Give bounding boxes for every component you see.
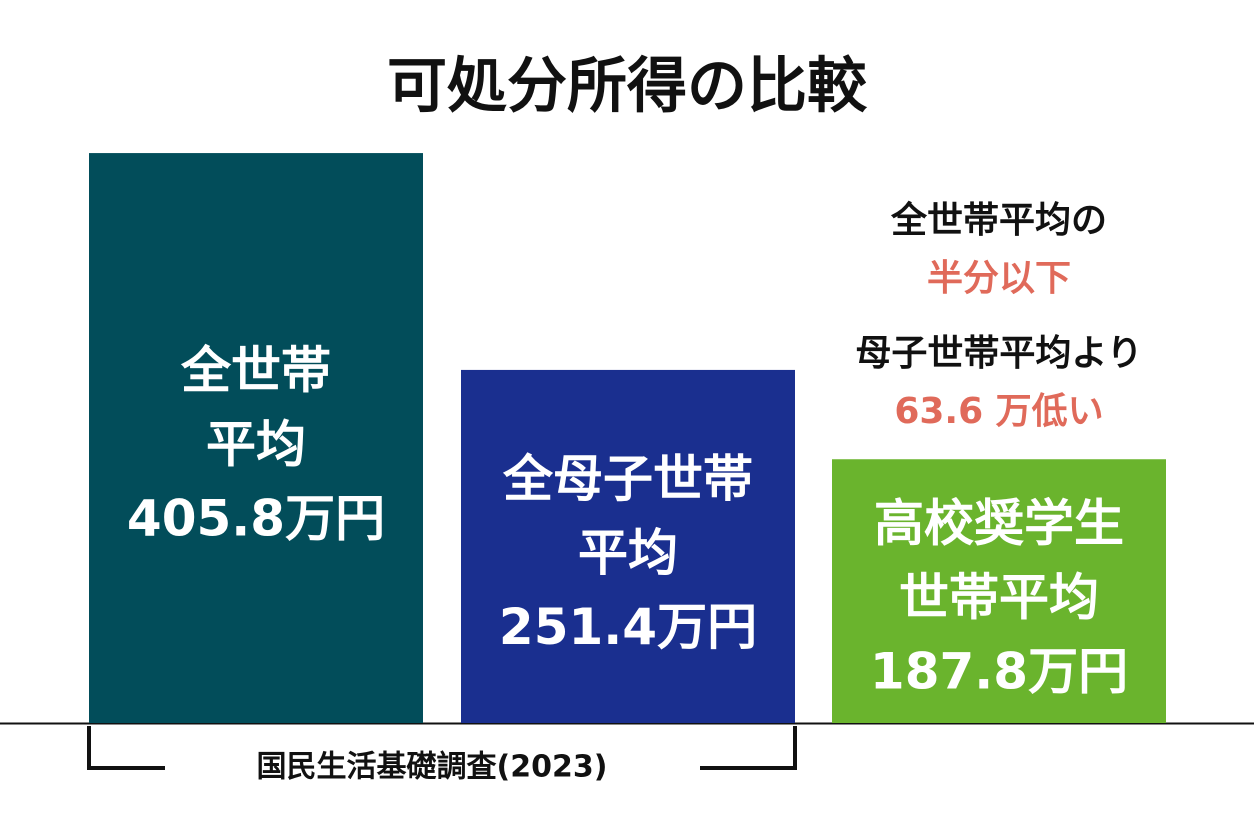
category-label: 全世帯 bbox=[180, 342, 331, 400]
bar bbox=[832, 459, 1166, 723]
chart-title: 可処分所得の比較 bbox=[387, 52, 868, 122]
category-label: 平均 bbox=[206, 416, 306, 474]
category-label: 平均 bbox=[578, 524, 678, 582]
category-label: 高校奨学生 bbox=[874, 495, 1124, 553]
category-label: 世帯平均 bbox=[899, 569, 1099, 627]
category-label: 全母子世帯 bbox=[502, 450, 753, 508]
value-label: 405.8万円 bbox=[127, 490, 385, 548]
annotation: 63.6 万低い bbox=[894, 391, 1103, 432]
source-bracket bbox=[87, 726, 797, 770]
annotation: 母子世帯平均より bbox=[855, 333, 1142, 374]
bar bbox=[89, 153, 423, 724]
bar bbox=[461, 369, 795, 723]
annotation: 全世帯平均の bbox=[890, 199, 1107, 241]
value-label: 187.8万円 bbox=[870, 643, 1128, 701]
value-label: 251.4万円 bbox=[499, 598, 757, 656]
source: 国民生活基礎調査(2023) bbox=[257, 750, 608, 785]
annotation: 半分以下 bbox=[927, 258, 1071, 299]
